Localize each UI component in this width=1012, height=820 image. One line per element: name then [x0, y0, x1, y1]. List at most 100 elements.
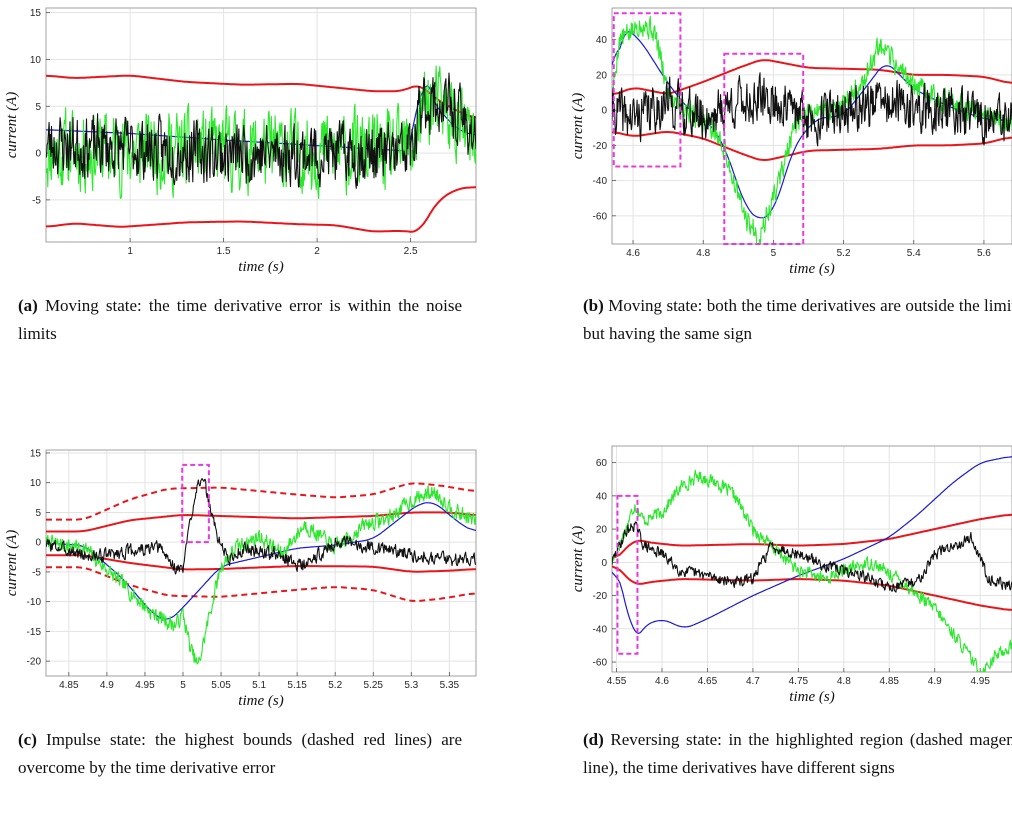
- chart-d-svg: 4.55 4.6 4.65 4.7 4.75 4.8 4.85 4.9 4.95 -60 -40 -2…: [570, 445, 1012, 705]
- y-axis-label: current (A): [570, 526, 586, 593]
- series-line-red: [46, 566, 476, 602]
- x-tick-label: 2.5: [404, 246, 418, 257]
- y-tick-label: -15: [27, 627, 42, 638]
- series-group: [46, 65, 476, 233]
- caption-c: (c) Impulse state: the highest bounds (d…: [18, 726, 462, 782]
- y-tick-label: 20: [596, 70, 608, 81]
- y-tick-label: -60: [593, 211, 608, 222]
- highlight-box: [616, 494, 639, 655]
- series-line-red: [612, 513, 1012, 560]
- x-tick-label: 4.9: [928, 676, 942, 687]
- y-tick-label: 10: [30, 55, 42, 66]
- x-tick-label: 5.1: [252, 680, 266, 691]
- series-line-black: [46, 72, 476, 189]
- x-tick-label: 5.25: [364, 680, 384, 691]
- x-axis-label: time (s): [789, 261, 834, 277]
- caption-a-text: Moving state: the time derivative error …: [18, 296, 462, 343]
- series-line-red: [46, 74, 476, 119]
- plot-frame: [611, 7, 1012, 245]
- x-tick-label: 4.8: [837, 676, 851, 687]
- y-tick-label: -60: [593, 658, 608, 669]
- caption-a: (a) Moving state: the time derivative er…: [18, 292, 462, 348]
- caption-d-tag: (d): [583, 730, 604, 749]
- caption-b: (b) Moving state: both the time derivati…: [583, 292, 1012, 348]
- x-tick-label: 1.5: [217, 246, 231, 257]
- series-line-black: [612, 72, 1012, 147]
- x-tick-label: 4.65: [698, 676, 718, 687]
- x-tick-label: 4.8: [696, 248, 710, 259]
- series-line-blue: [612, 456, 1012, 634]
- y-tick-label: 40: [596, 35, 608, 46]
- highlight-box: [612, 12, 682, 168]
- series-line-red: [612, 131, 1012, 161]
- y-tick-label: 5: [35, 508, 41, 519]
- x-tick-label: 5.15: [287, 680, 307, 691]
- series-line-red: [612, 565, 1012, 611]
- series-line-black: [612, 521, 1012, 593]
- x-axis-label: time (s): [789, 689, 834, 705]
- series-group: [46, 477, 476, 665]
- x-tick-label: 5: [771, 248, 777, 259]
- caption-b-text: Moving state: both the time derivatives …: [583, 296, 1012, 343]
- caption-c-tag: (c): [18, 730, 37, 749]
- plot-frame: [45, 449, 477, 677]
- chart-panel-a: 1 1.5 2 2.5 -5 0 5 10 15 time (s) current (A): [0, 0, 480, 280]
- x-tick-label: 4.85: [59, 680, 79, 691]
- plot-frame: [45, 7, 477, 243]
- chart-c-svg: 4.85 4.9 4.95 5 5.05 5.1 5.15 5.2 5.25 5.3 5.35 -20…: [4, 448, 477, 709]
- x-tick-label: 4.75: [789, 676, 809, 687]
- series-group: [612, 15, 1012, 244]
- y-tick-label: 5: [35, 102, 41, 113]
- y-tick-label: 0: [35, 538, 41, 549]
- chart-panel-b: 4.6 4.8 5 5.2 5.4 5.6 -60 -40 -20 0 20 40 time (s) cu…: [560, 0, 1012, 280]
- x-tick-label: 4.6: [655, 676, 669, 687]
- y-tick-label: 0: [601, 106, 607, 117]
- y-axis-label: current (A): [4, 530, 20, 597]
- y-tick-label: 15: [30, 8, 42, 19]
- series-line-red: [46, 511, 476, 533]
- series-line-red: [46, 186, 476, 233]
- x-tick-label: 5.2: [837, 248, 851, 259]
- series-line-red: [46, 554, 476, 573]
- x-tick-label: 4.85: [880, 676, 900, 687]
- y-axis-label: current (A): [570, 93, 586, 160]
- highlight-box: [723, 52, 805, 245]
- y-tick-label: -20: [593, 591, 608, 602]
- highlight-box: [181, 463, 210, 544]
- x-tick-label: 5.35: [440, 680, 460, 691]
- x-axis-label: time (s): [238, 259, 283, 275]
- x-tick-label: 4.95: [135, 680, 155, 691]
- x-tick-label: 4.55: [607, 676, 627, 687]
- x-tick-label: 5.4: [907, 248, 921, 259]
- y-tick-label: -20: [27, 657, 42, 668]
- series-line-green: [46, 485, 476, 665]
- y-tick-label: 60: [596, 458, 608, 469]
- x-tick-label: 4.9: [100, 680, 114, 691]
- x-axis-label: time (s): [238, 693, 283, 709]
- y-tick-label: -10: [27, 597, 42, 608]
- caption-b-tag: (b): [583, 296, 604, 315]
- y-tick-label: -5: [32, 567, 41, 578]
- chart-panel-c: 4.85 4.9 4.95 5 5.05 5.1 5.15 5.2 5.25 5.3 5.35 -20…: [0, 442, 480, 722]
- chart-b-svg: 4.6 4.8 5 5.2 5.4 5.6 -60 -40 -20 0 20 40 time (s) cu…: [570, 7, 1012, 277]
- y-tick-label: -40: [593, 176, 608, 187]
- y-tick-label: -40: [593, 624, 608, 635]
- x-tick-label: 5: [180, 680, 186, 691]
- y-tick-label: 0: [35, 149, 41, 160]
- y-tick-label: 0: [601, 558, 607, 569]
- y-tick-label: 10: [30, 478, 42, 489]
- caption-d-text: Reversing state: in the highlighted regi…: [583, 730, 1012, 777]
- x-tick-label: 4.95: [970, 676, 990, 687]
- series-group: [612, 456, 1012, 672]
- x-tick-label: 1: [127, 246, 133, 257]
- x-tick-label: 5.6: [977, 248, 991, 259]
- y-tick-label: 20: [596, 525, 608, 536]
- chart-panel-d: 4.55 4.6 4.65 4.7 4.75 4.8 4.85 4.9 4.95 -60 -40 -2…: [560, 442, 1012, 722]
- chart-a-svg: 1 1.5 2 2.5 -5 0 5 10 15 time (s) current (A): [4, 7, 477, 275]
- y-tick-label: -5: [32, 195, 41, 206]
- x-tick-label: 2: [314, 246, 320, 257]
- x-tick-label: 5.2: [328, 680, 342, 691]
- caption-c-text: Impulse state: the highest bounds (dashe…: [18, 730, 462, 777]
- y-tick-label: 15: [30, 448, 42, 459]
- y-tick-label: 40: [596, 491, 608, 502]
